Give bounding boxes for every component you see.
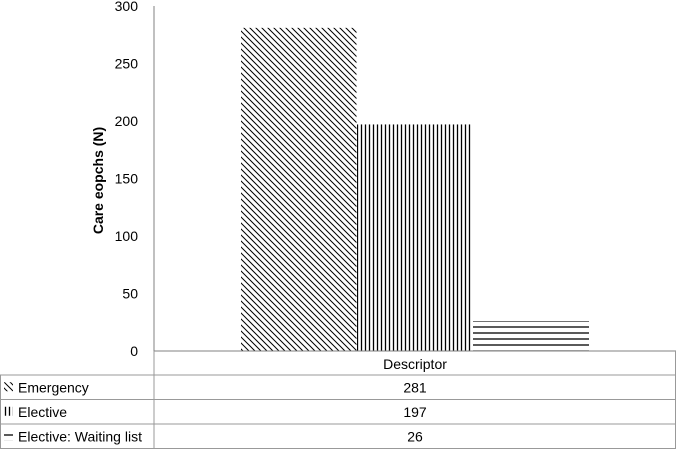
bar-elective-waiting-list — [473, 321, 589, 351]
legend-entry: Elective — [18, 404, 67, 420]
y-axis-title: Care eopchs (N) — [90, 127, 106, 234]
bar-elective — [357, 124, 473, 351]
y-tick-label: 150 — [115, 171, 139, 187]
y-tick-label: 250 — [115, 56, 139, 72]
y-tick-label: 50 — [122, 286, 138, 302]
y-tick-label: 100 — [115, 228, 139, 244]
legend-entry: Elective: Waiting list — [18, 428, 142, 444]
data-value-label: 197 — [403, 404, 427, 420]
data-value-label: 281 — [403, 379, 427, 395]
legend-key-diagonal — [4, 382, 13, 392]
category-label: Descriptor — [383, 356, 447, 372]
y-tick-label: 0 — [130, 343, 138, 359]
y-tick-label: 300 — [115, 0, 139, 14]
legend-key-vertical — [4, 406, 13, 416]
legend-key-horizontal — [4, 431, 13, 441]
data-value-label: 26 — [407, 428, 423, 444]
legend-entry: Emergency — [18, 379, 89, 395]
y-tick-label: 200 — [115, 113, 139, 129]
bar-emergency — [241, 27, 357, 351]
